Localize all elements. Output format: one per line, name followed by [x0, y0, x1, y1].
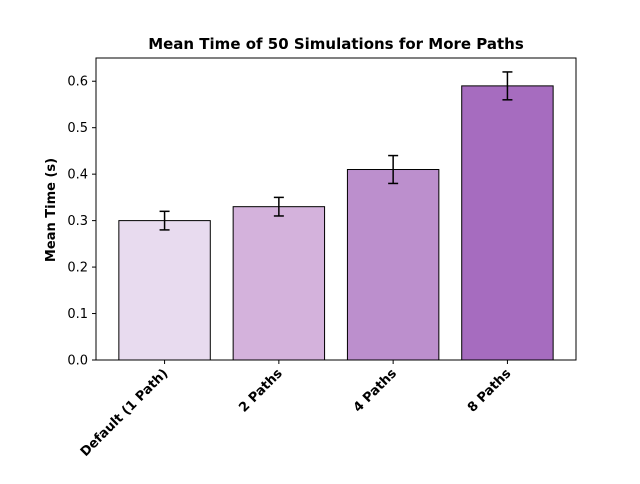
plot-area: 0.0 0.1 0.2 0.3 0.4 0.5 0.6 Default (1 Path) 2 P…	[67, 57, 577, 460]
y-tick-label: 0.4	[67, 168, 88, 183]
x-tick-label: 8 Paths	[465, 366, 514, 415]
y-tick-label: 0.3	[67, 214, 88, 229]
y-axis-label: Mean Time (s)	[44, 158, 59, 262]
y-tick-label: 0.0	[67, 354, 88, 369]
x-tick-label: 4 Paths	[351, 366, 400, 415]
y-tick-label: 0.6	[67, 75, 88, 90]
plot-frame	[95, 57, 577, 361]
y-tick-label: 0.2	[67, 261, 88, 276]
x-tick-label: 2 Paths	[236, 366, 285, 415]
x-tick-label: Default (1 Path)	[78, 366, 172, 460]
y-tick-label: 0.1	[67, 307, 88, 322]
chart-title: Mean Time of 50 Simulations for More Pat…	[148, 35, 524, 53]
bar	[232, 206, 326, 361]
bar	[346, 169, 440, 361]
bar	[118, 220, 211, 361]
y-tick-label: 0.5	[67, 121, 88, 136]
bar	[461, 85, 554, 361]
